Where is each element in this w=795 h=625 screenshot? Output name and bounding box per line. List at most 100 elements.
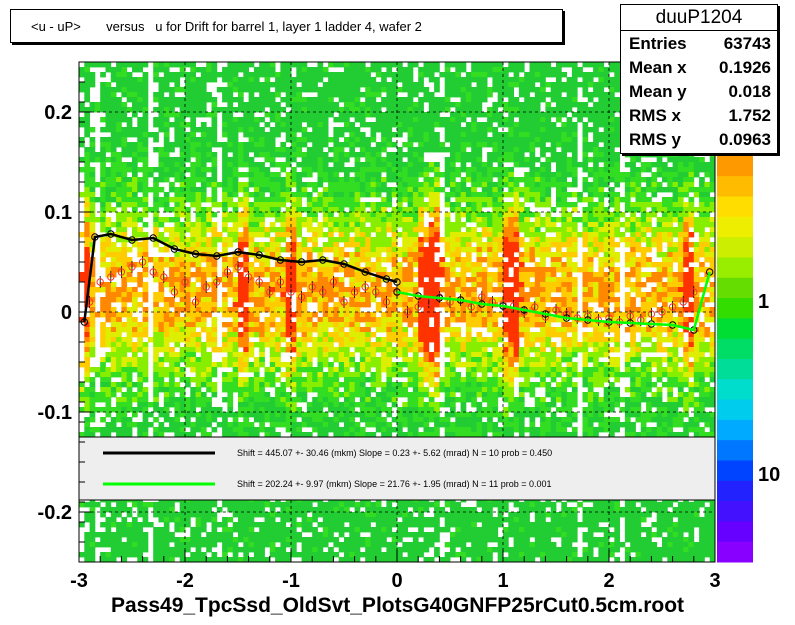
- heat-cell: [338, 517, 345, 523]
- heat-cell: [116, 82, 122, 88]
- heat-cell: [269, 297, 276, 303]
- heat-cell: [200, 527, 207, 533]
- heat-cell: [275, 377, 281, 383]
- heat-cell: [232, 147, 239, 153]
- heat-cell: [248, 522, 255, 528]
- heat-cell: [253, 102, 260, 108]
- heat-cell: [137, 407, 143, 413]
- heat-cell: [169, 162, 175, 168]
- heat-cell: [116, 527, 122, 533]
- heat-cell: [359, 522, 366, 528]
- heat-cell: [402, 192, 408, 198]
- heat-cell: [153, 392, 159, 398]
- heat-cell: [142, 152, 149, 158]
- heat-cell: [100, 282, 106, 288]
- heat-cell: [375, 222, 382, 228]
- heat-cell: [195, 422, 202, 428]
- heat-cell: [328, 342, 334, 348]
- heat-cell: [391, 507, 398, 513]
- heat-cell: [142, 387, 149, 393]
- heat-cell: [248, 137, 255, 143]
- heat-cell: [200, 407, 207, 413]
- heat-cell: [391, 177, 398, 183]
- heat-cell: [227, 77, 234, 83]
- heat-cell: [338, 347, 345, 353]
- heat-cell: [322, 292, 329, 298]
- heat-cell: [243, 362, 249, 368]
- heat-cell: [147, 402, 154, 408]
- heat-cell: [338, 97, 345, 103]
- heat-cell: [269, 137, 276, 143]
- heat-cell: [269, 107, 276, 113]
- heat-cell: [174, 312, 181, 318]
- heat-cell: [391, 237, 398, 243]
- heat-cell: [153, 257, 159, 263]
- heat-cell: [397, 207, 403, 213]
- heat-cell: [142, 537, 149, 543]
- heat-cell: [142, 182, 149, 188]
- heat-cell: [349, 192, 355, 198]
- heat-cell: [195, 542, 202, 548]
- heat-cell: [232, 507, 239, 513]
- heat-cell: [381, 527, 387, 533]
- heat-cell: [349, 112, 355, 118]
- heat-cell: [296, 362, 302, 368]
- heat-cell: [142, 307, 149, 313]
- heat-cell: [158, 307, 165, 313]
- heat-cell: [222, 207, 228, 213]
- heat-cell: [344, 192, 350, 198]
- heat-cell: [365, 107, 371, 113]
- heat-cell: [163, 177, 170, 183]
- heat-cell: [338, 62, 345, 68]
- heat-cell: [407, 67, 414, 73]
- heat-cell: [121, 412, 128, 418]
- heat-cell: [142, 122, 149, 128]
- heat-cell: [291, 407, 297, 413]
- heat-cell: [153, 322, 159, 328]
- heat-cell: [200, 177, 207, 183]
- heat-cell: [216, 232, 223, 238]
- heat-cell: [285, 367, 292, 373]
- heat-cell: [84, 62, 90, 68]
- heat-cell: [359, 342, 366, 348]
- heat-cell: [174, 267, 181, 273]
- heat-cell: [402, 557, 408, 563]
- heat-cell: [174, 352, 181, 358]
- heat-cell: [195, 217, 202, 223]
- heat-cell: [142, 212, 149, 218]
- heat-cell: [190, 107, 196, 113]
- heat-cell: [275, 347, 281, 353]
- heat-cell: [391, 262, 398, 268]
- heat-cell: [142, 427, 149, 433]
- heat-cell: [110, 332, 117, 338]
- heat-cell: [365, 172, 371, 178]
- heat-cell: [370, 222, 377, 228]
- heat-cell: [381, 227, 387, 233]
- heat-cell: [338, 147, 345, 153]
- heat-cell: [158, 112, 165, 118]
- heat-cell: [243, 522, 249, 528]
- heat-cell: [185, 287, 191, 293]
- heat-cell: [391, 332, 398, 338]
- heat-cell: [312, 372, 318, 378]
- heat-cell: [381, 177, 387, 183]
- heat-cell: [158, 342, 165, 348]
- heat-cell: [359, 107, 366, 113]
- heat-cell: [126, 372, 133, 378]
- heat-cell: [116, 87, 122, 93]
- heat-cell: [158, 347, 165, 353]
- heat-cell: [116, 227, 122, 233]
- heat-cell: [301, 362, 308, 368]
- heat-cell: [275, 232, 281, 238]
- heat-cell: [190, 62, 196, 68]
- heat-cell: [185, 152, 191, 158]
- heat-cell: [147, 187, 154, 193]
- heat-cell: [110, 357, 117, 363]
- heat-cell: [397, 412, 403, 418]
- heat-cell: [275, 262, 281, 268]
- heat-cell: [365, 342, 371, 348]
- heat-cell: [391, 187, 398, 193]
- heat-cell: [365, 302, 371, 308]
- heat-cell: [397, 527, 403, 533]
- heat-cell: [338, 372, 345, 378]
